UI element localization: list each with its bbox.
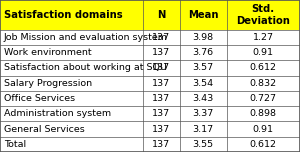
Text: 137: 137 xyxy=(152,140,170,149)
Text: Salary Progression: Salary Progression xyxy=(4,79,92,88)
Text: 3.57: 3.57 xyxy=(193,63,214,72)
Text: 137: 137 xyxy=(152,124,170,134)
Text: 137: 137 xyxy=(152,109,170,118)
Text: 3.54: 3.54 xyxy=(193,79,214,88)
Text: 137: 137 xyxy=(152,94,170,103)
Text: N: N xyxy=(157,10,165,20)
Text: Job Mission and evaluation system: Job Mission and evaluation system xyxy=(4,33,168,42)
Text: 137: 137 xyxy=(152,63,170,72)
Text: Std.
Deviation: Std. Deviation xyxy=(236,4,290,26)
Text: 137: 137 xyxy=(152,79,170,88)
Text: 3.98: 3.98 xyxy=(193,33,214,42)
Text: Administration system: Administration system xyxy=(4,109,111,118)
Text: 0.612: 0.612 xyxy=(250,140,277,149)
Text: Satisfaction about working at SQU: Satisfaction about working at SQU xyxy=(4,63,166,72)
Text: 0.91: 0.91 xyxy=(253,124,274,134)
Text: Work environment: Work environment xyxy=(4,48,91,57)
Text: 3.43: 3.43 xyxy=(193,94,214,103)
Text: Total: Total xyxy=(4,140,26,149)
Text: 0.898: 0.898 xyxy=(250,109,277,118)
Text: 0.727: 0.727 xyxy=(250,94,277,103)
Bar xyxy=(0,0,300,30)
Text: 137: 137 xyxy=(152,48,170,57)
Text: 137: 137 xyxy=(152,33,170,42)
Text: 0.612: 0.612 xyxy=(250,63,277,72)
Text: Satisfaction domains: Satisfaction domains xyxy=(4,10,122,20)
Text: 0.832: 0.832 xyxy=(250,79,277,88)
Text: 3.55: 3.55 xyxy=(193,140,214,149)
Text: 3.37: 3.37 xyxy=(193,109,214,118)
Text: 3.17: 3.17 xyxy=(193,124,214,134)
Text: 0.91: 0.91 xyxy=(253,48,274,57)
Text: 1.27: 1.27 xyxy=(253,33,274,42)
Text: General Services: General Services xyxy=(4,124,84,134)
Text: 3.76: 3.76 xyxy=(193,48,214,57)
Text: Office Services: Office Services xyxy=(4,94,75,103)
Text: Mean: Mean xyxy=(188,10,218,20)
